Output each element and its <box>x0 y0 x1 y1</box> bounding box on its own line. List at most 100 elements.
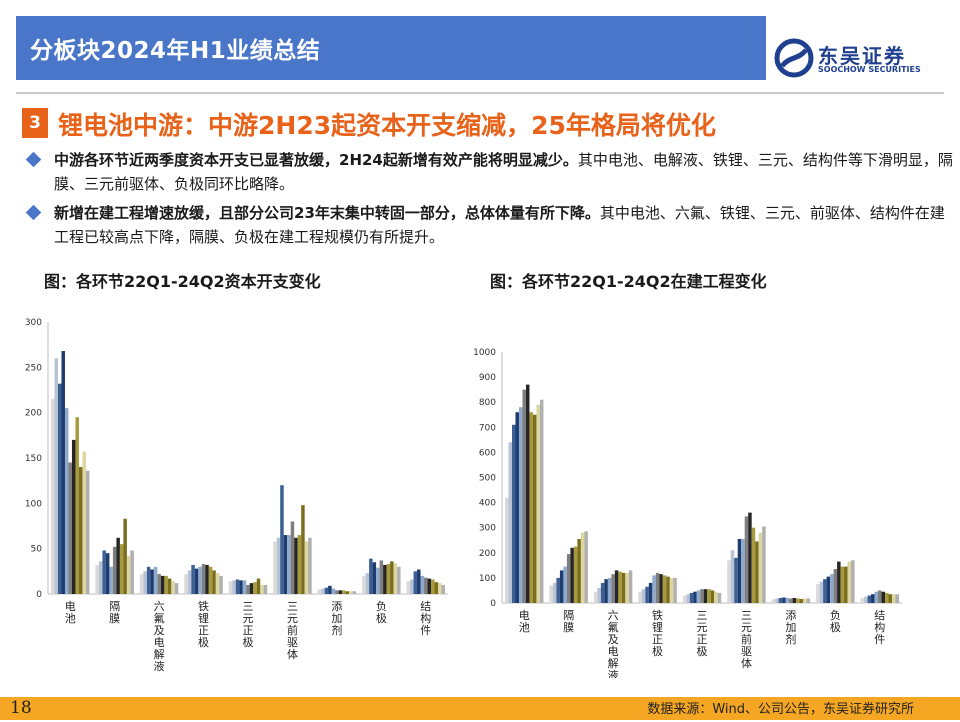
logo-mark-icon <box>774 38 814 78</box>
bar <box>864 597 867 603</box>
bar <box>273 541 276 594</box>
bar <box>871 594 874 603</box>
bar <box>140 574 143 594</box>
bar <box>515 412 518 603</box>
bar <box>72 440 75 594</box>
category-label: 铁锂正极 <box>198 600 209 649</box>
category-label: 隔膜 <box>109 600 120 625</box>
bar <box>75 417 78 594</box>
bar <box>652 575 655 603</box>
bar <box>731 550 734 603</box>
bar <box>577 539 580 603</box>
bar <box>442 585 445 594</box>
y-tick-label: 100 <box>479 574 496 584</box>
bar <box>741 539 744 603</box>
y-tick-label: 300 <box>479 524 496 534</box>
bar <box>68 463 71 594</box>
bar <box>305 541 308 594</box>
bar <box>540 400 543 603</box>
bar <box>796 598 799 603</box>
y-tick-label: 900 <box>479 373 496 383</box>
bar <box>410 579 413 594</box>
bar <box>800 599 803 603</box>
bar <box>130 550 133 594</box>
y-tick-label: 250 <box>25 363 42 373</box>
bar <box>284 535 287 594</box>
bar <box>697 590 700 603</box>
bar <box>618 572 621 603</box>
bar <box>257 579 260 594</box>
bullet-bold-text: 中游各环节近两季度资本开支已显著放缓，2H24起新增有效产能将明显减少。 <box>54 151 578 169</box>
bar <box>748 513 751 603</box>
bar <box>346 591 349 594</box>
bar <box>195 569 198 594</box>
bar <box>109 567 112 594</box>
bar <box>645 587 648 603</box>
bar <box>184 574 187 594</box>
bar <box>424 578 427 594</box>
bar <box>147 567 150 594</box>
bar <box>188 570 191 594</box>
bar <box>844 567 847 603</box>
bar <box>264 585 267 594</box>
bar <box>505 498 508 603</box>
bar <box>584 531 587 603</box>
diamond-bullet-icon <box>26 152 42 168</box>
bar <box>519 407 522 603</box>
bar <box>369 559 372 594</box>
capex-bar-chart: 050100150200250300电池隔膜六氟及电解液铁锂正极三元正极三元前驱… <box>16 310 456 672</box>
bar <box>868 595 871 603</box>
section-number-badge: 3 <box>22 108 48 138</box>
bar <box>95 565 98 594</box>
bar <box>670 578 673 603</box>
bar <box>106 553 109 594</box>
bar <box>738 539 741 603</box>
bar <box>570 548 573 603</box>
bar <box>533 415 536 603</box>
construction-bar-chart: 0 100 200 300 400 500 600 700 800 900 1000 电池 隔膜 六氟及电… <box>462 340 902 678</box>
bar <box>376 568 379 594</box>
category-label: 隔膜 <box>563 609 574 634</box>
bar <box>560 570 563 603</box>
bar <box>280 485 283 594</box>
bar <box>807 598 810 603</box>
bar <box>782 597 785 603</box>
bar <box>642 589 645 603</box>
y-tick-label: 50 <box>31 545 43 555</box>
bar <box>164 576 167 594</box>
bar <box>553 583 556 603</box>
bar <box>574 547 577 603</box>
y-tick-label: 200 <box>479 549 496 559</box>
header-bar: 分板块2024年H1业绩总结 <box>16 16 766 80</box>
category-label: 负极 <box>376 599 387 625</box>
bar <box>335 590 338 594</box>
bar <box>373 562 376 594</box>
bar <box>321 589 324 594</box>
section-title: 锂电池中游：中游2H23起资本开支缩减，25年格局将优化 <box>58 106 716 142</box>
bar <box>882 592 885 603</box>
bar <box>339 590 342 594</box>
bar <box>86 471 89 594</box>
category-label: 电池 <box>519 609 530 634</box>
y-tick-label: 1000 <box>473 348 496 358</box>
category-label: 三元前驱体 <box>741 609 752 670</box>
bar <box>253 582 256 594</box>
bar <box>209 567 212 594</box>
bar <box>54 358 57 594</box>
bar <box>745 516 748 603</box>
bar <box>793 598 796 603</box>
bar <box>366 573 369 594</box>
page-title: 分板块2024年H1业绩总结 <box>30 31 320 65</box>
bar <box>328 586 331 594</box>
bar <box>435 582 438 594</box>
bar <box>116 538 119 594</box>
bar <box>120 544 123 594</box>
bar <box>690 593 693 603</box>
bar <box>597 588 600 603</box>
data-source: 数据来源：Wind、公司公告，东吴证券研究所 <box>647 697 914 722</box>
chart-title-construction: 图：各环节22Q1-24Q2在建工程变化 <box>490 268 767 292</box>
bar <box>779 598 782 603</box>
bar <box>549 585 552 603</box>
bar <box>707 589 710 603</box>
bar <box>417 570 420 594</box>
